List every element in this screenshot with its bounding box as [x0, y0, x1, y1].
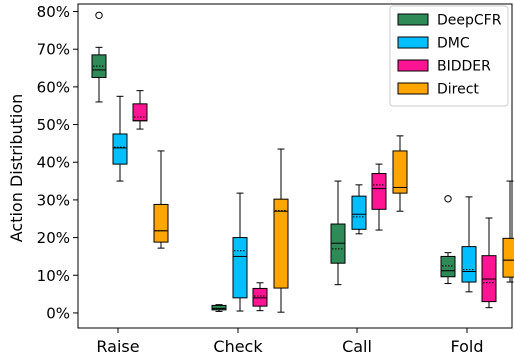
box-bidder-raise — [132, 90, 148, 130]
box-iqr — [211, 304, 227, 311]
x-tick-label: Check — [213, 337, 263, 356]
box-iqr — [440, 255, 456, 278]
box-direct-check — [273, 148, 289, 313]
legend-label-deepcfr: DeepCFR — [437, 13, 502, 29]
y-tick-label: 20% — [37, 229, 70, 247]
legend-frame — [389, 5, 509, 107]
box-iqr — [392, 150, 408, 194]
box-bidder-check — [252, 282, 268, 312]
y-axis-ticks: 0% 10% 20% 30% 40% 50% 60% 70% 80% — [37, 3, 78, 322]
legend-swatch-bidder — [397, 59, 429, 72]
legend-label-direct: Direct — [437, 82, 479, 98]
box-dmc-raise — [112, 95, 128, 182]
y-tick-label: 10% — [37, 267, 70, 285]
box-iqr — [273, 198, 289, 289]
outlier-point — [95, 11, 103, 20]
box-dmc-fold — [461, 196, 477, 293]
box-dmc-check — [232, 192, 248, 312]
outlier-point — [444, 195, 452, 203]
box-deepcfr-fold — [440, 195, 456, 285]
box-iqr — [461, 246, 477, 283]
y-tick-label: 60% — [37, 78, 70, 96]
legend-label-dmc: DMC — [437, 36, 470, 52]
box-deepcfr-raise — [91, 11, 107, 103]
box-deepcfr-call — [330, 180, 346, 286]
legend-swatch-deepcfr — [397, 13, 429, 26]
y-tick-label: 50% — [37, 116, 70, 134]
box-direct-fold — [502, 180, 514, 283]
box-iqr — [232, 237, 248, 299]
box-iqr — [371, 173, 387, 210]
box-iqr — [112, 133, 128, 165]
y-tick-label: 70% — [37, 41, 70, 59]
x-tick-label: Raise — [96, 337, 139, 356]
y-tick-label: 40% — [37, 154, 70, 172]
plot-area-frame — [77, 3, 513, 329]
y-axis-label: Action Distribution — [7, 94, 26, 243]
legend-swatch-dmc — [397, 36, 429, 49]
box-iqr — [132, 103, 148, 122]
box-bidder-fold — [481, 217, 497, 309]
box-direct-raise — [153, 150, 169, 249]
box-deepcfr-check — [211, 304, 227, 312]
box-iqr — [351, 195, 367, 230]
box-dmc-call — [351, 184, 367, 235]
y-tick-label: 0% — [46, 304, 70, 322]
box-bidder-call — [371, 163, 387, 231]
legend-label-bidder: BIDDER — [437, 59, 491, 75]
x-axis-ticks: Raise Check Call Fold — [96, 328, 484, 356]
box-direct-call — [392, 135, 408, 212]
x-tick-label: Call — [342, 337, 372, 356]
legend-swatch-direct — [397, 82, 429, 95]
box-iqr — [502, 237, 514, 278]
box-iqr — [252, 287, 268, 307]
y-tick-label: 80% — [37, 3, 70, 21]
box-groups — [91, 11, 514, 313]
legend: DeepCFR DMC BIDDER Direct — [389, 5, 509, 107]
box-iqr — [153, 203, 169, 243]
y-tick-label: 30% — [37, 191, 70, 209]
x-tick-label: Fold — [450, 337, 483, 356]
